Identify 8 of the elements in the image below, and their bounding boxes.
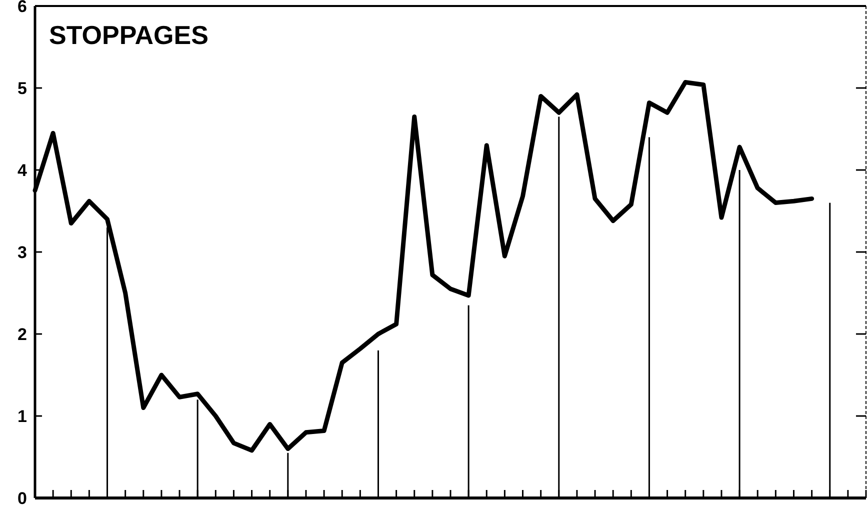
- text: STOPPAGES: [49, 20, 208, 50]
- y-tick-label: 1: [18, 406, 27, 426]
- y-tick-label: 6: [18, 0, 27, 16]
- y-tick-label: 3: [18, 242, 27, 262]
- y-tick-label: 2: [18, 324, 27, 344]
- y-tick-label: 0: [18, 488, 27, 507]
- y-tick-label: 4: [18, 160, 28, 180]
- y-tick-label: 5: [18, 78, 27, 98]
